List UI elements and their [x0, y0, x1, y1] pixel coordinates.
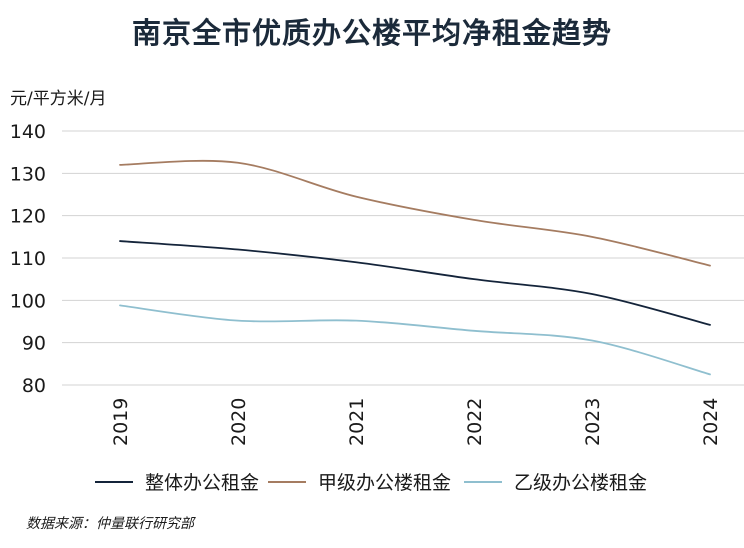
y-tick-label-90: 90: [22, 333, 46, 355]
chart-legend: 整体办公租金 甲级办公楼租金 乙级办公楼租金: [0, 468, 744, 498]
x-tick-label-2023: 2023: [582, 398, 604, 446]
legend-label-grade-b: 乙级办公楼租金: [514, 472, 648, 494]
chart-title: 南京全市优质办公楼平均净租金趋势: [131, 16, 612, 50]
series-line-overall: [119, 240, 711, 326]
x-tick-label-2020: 2020: [228, 398, 250, 446]
y-tick-label-120: 120: [10, 206, 46, 228]
series-line-grade-a: [119, 159, 711, 267]
legend-item-overall: 整体办公租金: [95, 468, 259, 495]
y-tick-label-80: 80: [22, 375, 46, 397]
legend-swatch-grade-a: [268, 480, 306, 483]
data-source-note: 数据来源：仲量联行研究部: [26, 516, 194, 532]
x-tick-label-2024: 2024: [700, 398, 722, 446]
y-axis-unit-label: 元/平方米/月: [10, 89, 107, 109]
x-tick-label-2019: 2019: [110, 398, 132, 446]
x-tick-label-2022: 2022: [464, 398, 486, 446]
x-tick-label-2021: 2021: [346, 398, 368, 446]
legend-swatch-grade-b: [464, 480, 502, 483]
y-tick-label-100: 100: [10, 290, 46, 312]
series-line-grade-b: [119, 304, 711, 376]
y-tick-label-140: 140: [10, 121, 46, 143]
y-tick-label-130: 130: [10, 163, 46, 185]
legend-swatch-overall: [95, 480, 133, 483]
legend-label-grade-a: 甲级办公楼租金: [318, 472, 452, 494]
legend-item-grade-b: 乙级办公楼租金: [464, 468, 647, 495]
legend-item-grade-a: 甲级办公楼租金: [268, 468, 451, 495]
y-tick-label-110: 110: [10, 248, 46, 270]
legend-label-overall: 整体办公租金: [145, 472, 260, 494]
